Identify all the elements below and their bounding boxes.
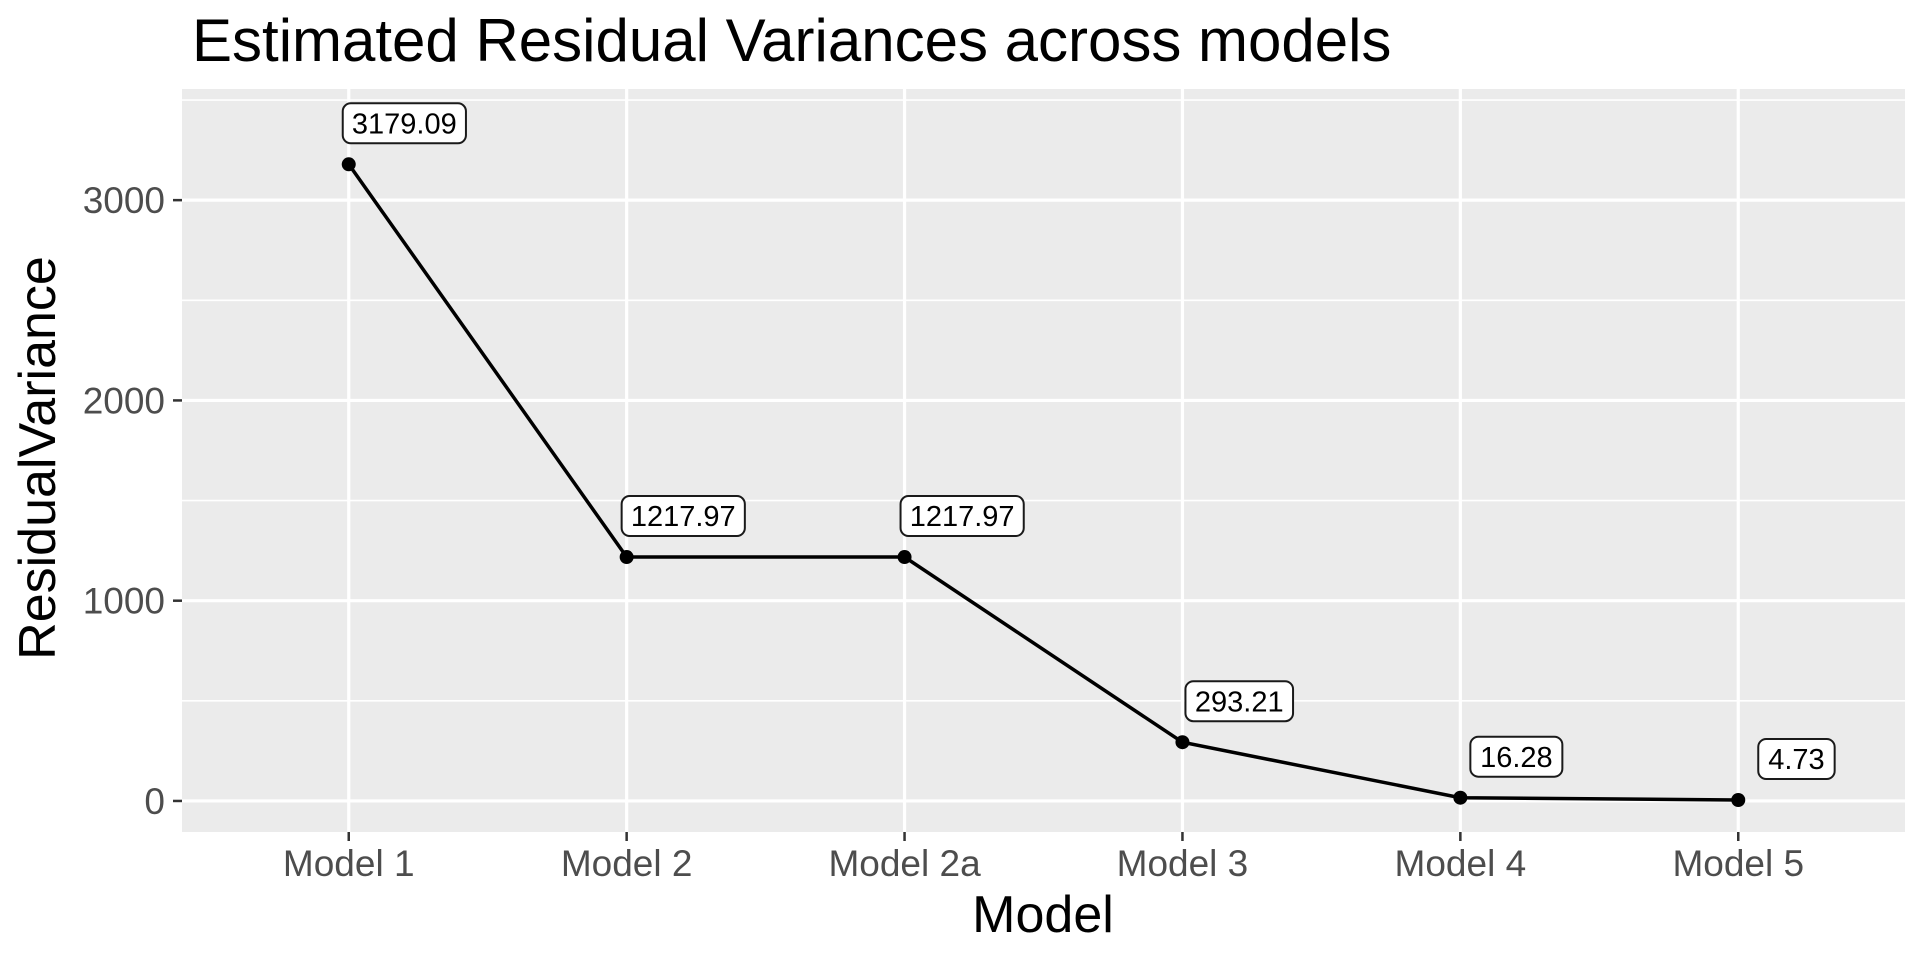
chart-title: Estimated Residual Variances across mode… xyxy=(192,7,1392,74)
y-tick-label: 3000 xyxy=(83,180,165,221)
point-label: 16.28 xyxy=(1480,742,1553,774)
panel-background xyxy=(182,89,1905,832)
data-point xyxy=(619,550,634,565)
point-label-box xyxy=(620,495,746,538)
x-tick-label: Model 1 xyxy=(283,843,415,884)
point-label-box xyxy=(341,102,467,145)
x-axis-title: Model xyxy=(972,886,1114,944)
point-label-box xyxy=(899,495,1025,538)
point-label: 3179.09 xyxy=(352,108,457,140)
x-tick-label: Model 5 xyxy=(1672,843,1804,884)
y-tick-label: 2000 xyxy=(83,380,165,421)
series-line xyxy=(347,163,1739,802)
point-label: 4.73 xyxy=(1768,744,1824,776)
data-point xyxy=(897,550,912,565)
point-label-box xyxy=(1184,680,1295,723)
y-tick-label: 0 xyxy=(144,781,165,822)
point-label: 293.21 xyxy=(1195,686,1284,718)
data-point xyxy=(1453,790,1468,805)
data-point xyxy=(341,157,356,172)
x-tick-label: Model 4 xyxy=(1395,843,1527,884)
point-label-box xyxy=(1469,735,1564,778)
x-tick-label: Model 3 xyxy=(1117,843,1249,884)
point-label-box xyxy=(1757,738,1836,781)
x-tick-label: Model 2 xyxy=(561,843,693,884)
data-point xyxy=(1731,793,1746,808)
data-point xyxy=(1175,735,1190,750)
x-tick-label: Model 2a xyxy=(828,843,981,884)
point-label: 1217.97 xyxy=(910,501,1015,533)
y-tick-label: 1000 xyxy=(83,581,165,622)
point-label: 1217.97 xyxy=(631,501,736,533)
